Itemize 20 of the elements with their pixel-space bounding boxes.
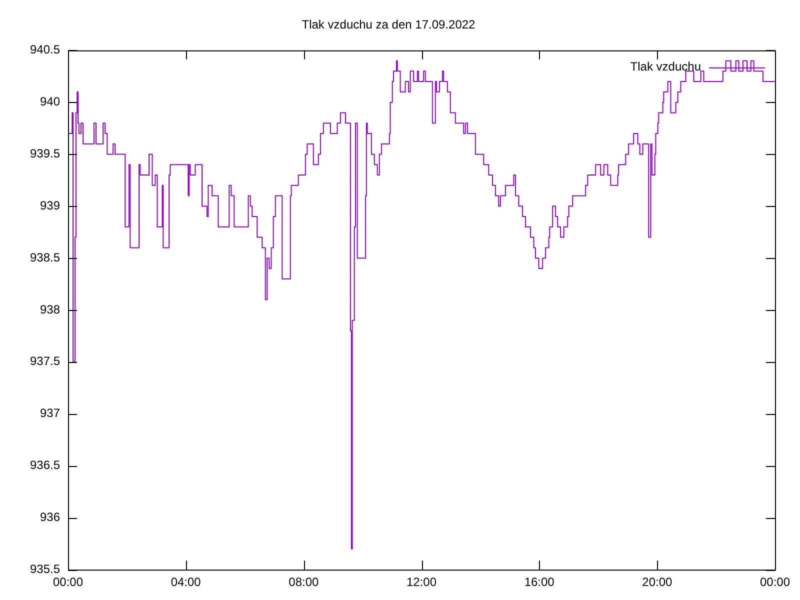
y-tick-label: 937: [40, 406, 60, 420]
x-tick-label: 00:00: [52, 575, 84, 590]
x-tick-label: 16:00: [524, 575, 555, 590]
y-tick-label: 937.5: [30, 354, 60, 368]
y-tick-label: 936: [40, 510, 60, 524]
x-tick-label: 20:00: [642, 575, 673, 590]
x-tick-label: 00:00: [760, 575, 790, 590]
y-tick-label: 938: [40, 302, 60, 316]
y-tick-label: 940: [40, 94, 60, 109]
x-tick-label: 12:00: [406, 575, 437, 590]
x-tick-label: 04:00: [170, 575, 202, 590]
y-tick-label: 939: [40, 198, 60, 212]
y-tick-label: 940.5: [30, 42, 60, 57]
x-tick-label: 08:00: [288, 575, 320, 590]
y-tick-label: 936.5: [30, 458, 60, 472]
legend-label: Tlak vzduchu: [630, 60, 701, 74]
y-tick-label: 935.5: [30, 562, 60, 576]
y-tick-label: 939.5: [30, 146, 60, 161]
y-tick-label: 938.5: [30, 250, 60, 264]
chart-title: Tlak vzduchu za den 17.09.2022: [302, 18, 476, 32]
